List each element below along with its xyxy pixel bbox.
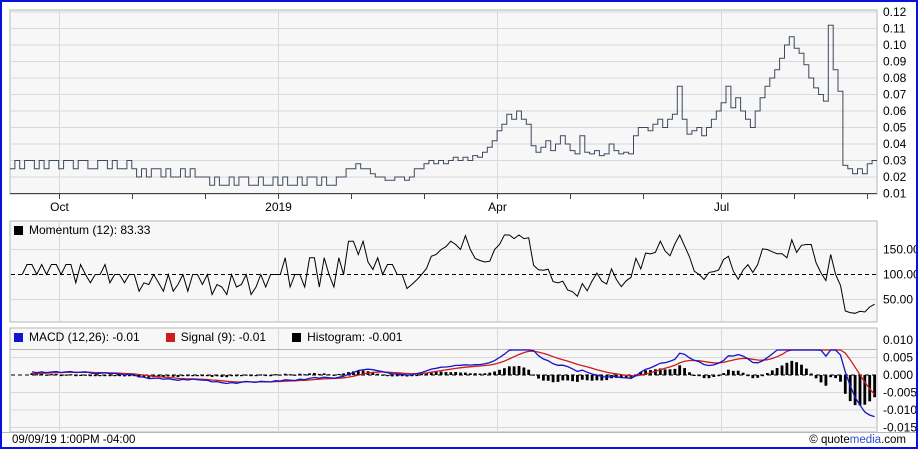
svg-text:0.07: 0.07 [883, 88, 907, 102]
svg-text:0.03: 0.03 [883, 154, 907, 168]
quotemedia-credit: © quotemedia.com [809, 434, 906, 446]
macd-label: MACD (12,26): -0.01 [29, 330, 140, 344]
svg-text:0.10: 0.10 [883, 38, 907, 52]
svg-text:0.12: 0.12 [883, 5, 907, 19]
svg-text:Apr: Apr [488, 200, 507, 214]
svg-text:0.06: 0.06 [883, 104, 907, 118]
svg-text:Jul: Jul [714, 200, 729, 214]
svg-text:-0.015: -0.015 [883, 421, 917, 435]
svg-text:-0.005: -0.005 [883, 386, 917, 400]
macd-legend: MACD (12,26): -0.01 Signal (9): -0.01 Hi… [14, 330, 402, 344]
signal-legend-item: Signal (9): -0.01 [165, 330, 267, 344]
svg-text:0.02: 0.02 [883, 170, 907, 184]
svg-text:150.00: 150.00 [883, 243, 918, 257]
credit-suffix: .com [881, 434, 906, 446]
svg-text:0.01: 0.01 [883, 187, 907, 201]
histogram-swatch-icon [292, 332, 302, 342]
svg-text:0.09: 0.09 [883, 55, 907, 69]
footer-timestamp: 09/09/19 1:00PM -04:00 [12, 434, 136, 446]
histogram-legend-item: Histogram: -0.001 [292, 330, 402, 344]
svg-text:0.04: 0.04 [883, 137, 907, 151]
macd-swatch-icon [14, 332, 23, 342]
histogram-label: Histogram: -0.001 [307, 330, 403, 344]
signal-swatch-icon [165, 332, 175, 342]
signal-label: Signal (9): -0.01 [180, 330, 267, 344]
momentum-legend-swatch-icon [14, 225, 23, 235]
svg-text:0.11: 0.11 [883, 22, 906, 36]
svg-text:0.05: 0.05 [883, 121, 907, 135]
credit-brand: media [849, 434, 882, 446]
svg-text:-0.010: -0.010 [883, 403, 917, 417]
svg-text:Oct: Oct [50, 200, 69, 214]
momentum-legend: Momentum (12): 83.33 [14, 223, 150, 237]
svg-text:0.000: 0.000 [883, 368, 913, 382]
svg-text:100.00: 100.00 [883, 268, 918, 282]
svg-text:50.00: 50.00 [883, 293, 913, 307]
credit-prefix: © quote [809, 434, 850, 446]
svg-text:0.010: 0.010 [883, 333, 913, 347]
svg-text:2019: 2019 [265, 200, 292, 214]
svg-text:0.005: 0.005 [883, 351, 913, 365]
momentum-legend-label: Momentum (12): 83.33 [29, 223, 151, 237]
svg-text:0.08: 0.08 [883, 71, 907, 85]
footer: 09/09/19 1:00PM -04:00 © quotemedia.com [4, 433, 914, 447]
macd-legend-item: MACD (12,26): -0.01 [14, 330, 140, 344]
